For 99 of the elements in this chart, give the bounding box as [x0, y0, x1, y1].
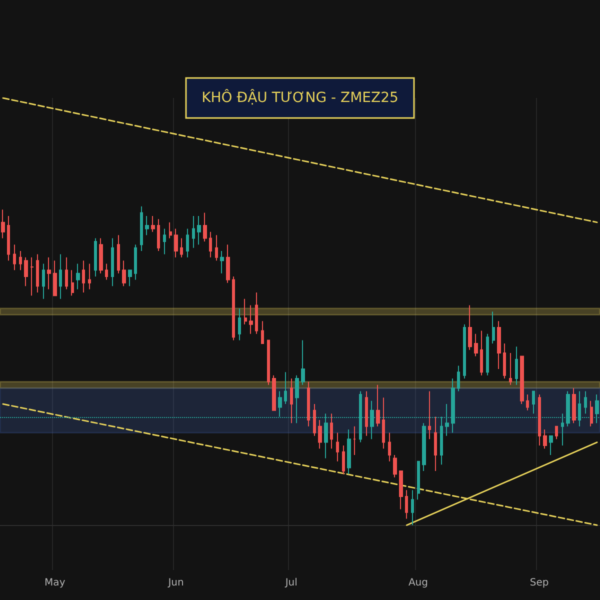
candlestick [19, 250, 22, 271]
candlestick [226, 244, 230, 284]
candlestick [13, 244, 16, 271]
candlestick [463, 324, 466, 380]
candlestick [42, 263, 45, 300]
candlestick [486, 333, 489, 376]
candlestick [99, 238, 103, 274]
candlestick [186, 228, 189, 258]
candlestick [94, 238, 97, 278]
candlestick [538, 394, 541, 446]
x-tick-label: Jul [284, 578, 298, 588]
candlestick [318, 419, 322, 450]
candlestick [82, 260, 85, 293]
candlestick [313, 404, 316, 436]
candlestick [192, 215, 195, 248]
candlestick [238, 308, 241, 341]
candlestick [497, 320, 501, 370]
candlestick [65, 256, 68, 290]
candlestick [209, 231, 212, 258]
candlestick [468, 304, 472, 350]
candlestick [434, 416, 437, 472]
candlestick [290, 378, 293, 424]
candlestick [59, 254, 62, 300]
candlestick [117, 234, 120, 274]
candlestick [353, 426, 356, 456]
x-tick-label: Sep [530, 578, 549, 588]
candlestick [220, 250, 224, 274]
candlestick [30, 256, 34, 296]
candlestick [169, 222, 172, 239]
candlestick [180, 238, 183, 258]
candlestick [24, 256, 28, 287]
candlestick [134, 244, 137, 280]
candlestick [532, 390, 535, 414]
candlestick [515, 346, 518, 386]
candlestick [503, 342, 506, 380]
candlestick [526, 394, 529, 411]
candlestick [88, 263, 91, 290]
candlestick [411, 490, 414, 526]
candlestick [336, 432, 339, 462]
candlestick [145, 215, 149, 236]
candlestick [53, 260, 57, 296]
x-tick-label: Jun [167, 578, 184, 588]
candlestick [140, 206, 143, 252]
candlestick [509, 352, 512, 386]
candlestick [480, 330, 483, 376]
candlestick [232, 276, 235, 341]
candlestick [590, 400, 593, 427]
candlestick [572, 388, 576, 424]
candlestick [474, 333, 478, 357]
candlestick [197, 215, 201, 246]
x-tick-label: Aug [408, 578, 428, 588]
candlestick [47, 256, 51, 290]
candlestick [111, 238, 114, 287]
candlestick [428, 390, 431, 440]
candlestick [203, 212, 207, 242]
candlestick [520, 356, 524, 405]
candlestick [457, 365, 460, 392]
candlestick [7, 215, 10, 262]
candlestick [272, 374, 276, 411]
candlestick [347, 429, 351, 475]
candlestick [284, 372, 287, 405]
candlestick [330, 413, 333, 450]
candlestick [174, 228, 178, 258]
candlestick [36, 254, 39, 293]
candlestick [307, 381, 310, 427]
candlestick [342, 444, 345, 475]
candlestick [376, 384, 380, 427]
candlestick [255, 292, 258, 334]
candlestick [249, 304, 253, 334]
candlestick [71, 270, 74, 296]
candlestick [244, 298, 247, 325]
candlestick [301, 340, 305, 386]
candlestick [399, 470, 403, 510]
candlestick [267, 340, 270, 386]
candlestick [215, 234, 218, 262]
candlestick [157, 218, 160, 252]
candlestick [549, 435, 553, 456]
candlestick [555, 426, 558, 440]
candlestick [405, 490, 408, 520]
candlestick [543, 429, 547, 450]
x-tick-label: May [44, 578, 66, 588]
candlestick [261, 320, 264, 344]
candlestick [417, 460, 420, 500]
candlestick [278, 390, 282, 418]
candlestick [1, 209, 5, 239]
candlestick [128, 270, 132, 287]
candlestick [393, 454, 397, 478]
candlestick [365, 390, 368, 436]
candlestick [422, 422, 426, 472]
candlestick [388, 432, 391, 462]
candlestick [122, 260, 126, 287]
chart-title: KHÔ ĐẬU TƯƠNG - ZMEZ25 [202, 89, 398, 106]
candlestick [584, 390, 587, 414]
candlestick [76, 263, 80, 290]
candlestick [151, 215, 155, 232]
candlestick [382, 397, 385, 450]
candlestick [105, 263, 108, 280]
candlestick [492, 311, 495, 344]
candlestick [163, 228, 166, 255]
